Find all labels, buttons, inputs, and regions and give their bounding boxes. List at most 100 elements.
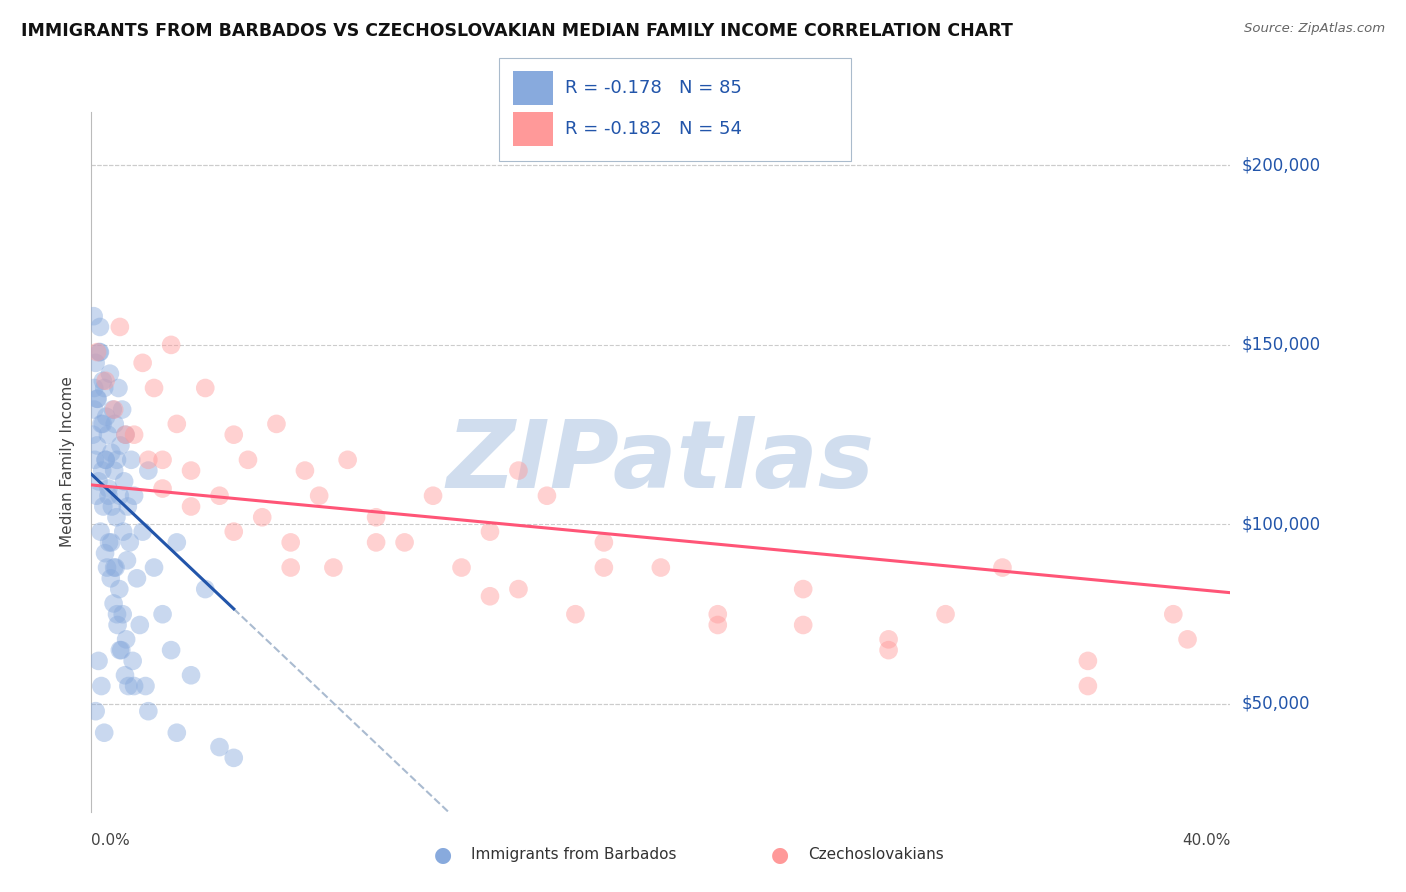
Point [104, 417, 127, 431]
Text: $50,000: $50,000 [1241, 695, 1310, 713]
Point [105, 510, 128, 524]
Point [180, 500, 202, 514]
Point [152, 482, 174, 496]
Text: Czechoslovakians: Czechoslovakians [808, 847, 945, 862]
Text: ●: ● [772, 845, 789, 864]
Point [108, 489, 131, 503]
Point [107, 381, 129, 395]
Point [90, 679, 112, 693]
Point [107, 618, 129, 632]
Point [82, 427, 104, 442]
Point [222, 524, 245, 539]
Point [394, 535, 416, 549]
Point [87, 475, 110, 489]
Point [114, 668, 136, 682]
Point [83, 452, 105, 467]
Point [122, 679, 145, 693]
Point [108, 582, 131, 596]
Point [108, 320, 131, 334]
Point [100, 445, 122, 459]
Point [97, 427, 120, 442]
Point [93, 500, 115, 514]
Point [96, 409, 118, 424]
Point [89, 524, 111, 539]
Point [115, 553, 138, 567]
Point [121, 654, 143, 668]
Point [122, 427, 145, 442]
Point [138, 452, 160, 467]
Y-axis label: Median Family Income: Median Family Income [60, 376, 76, 547]
Point [991, 560, 1014, 574]
Point [93, 725, 115, 739]
Point [450, 560, 472, 574]
Point [100, 535, 122, 549]
Point [650, 560, 672, 574]
Point [115, 632, 138, 647]
Point [94, 546, 117, 560]
Point [934, 607, 956, 622]
Point [89, 320, 111, 334]
Point [98, 535, 121, 549]
Point [110, 643, 132, 657]
Point [208, 489, 231, 503]
Point [103, 560, 125, 574]
Point [508, 464, 530, 478]
Point [97, 482, 120, 496]
Point [83, 309, 105, 323]
Point [593, 560, 616, 574]
Point [100, 571, 122, 585]
Point [134, 679, 156, 693]
Point [83, 381, 105, 395]
Point [160, 338, 183, 352]
Point [294, 464, 316, 478]
Point [125, 571, 148, 585]
Point [152, 452, 174, 467]
Point [792, 582, 814, 596]
Point [222, 751, 245, 765]
Point [422, 489, 444, 503]
Point [86, 345, 108, 359]
Point [103, 597, 125, 611]
Point [1161, 607, 1184, 622]
Point [114, 427, 136, 442]
Point [93, 381, 115, 395]
Point [792, 618, 814, 632]
Point [114, 427, 136, 442]
Point [877, 643, 900, 657]
Point [111, 607, 134, 622]
Point [166, 417, 188, 431]
Point [84, 356, 107, 370]
Point [86, 489, 108, 503]
Point [91, 417, 114, 431]
Point [280, 560, 302, 574]
Point [706, 607, 728, 622]
Point [180, 668, 202, 682]
Point [160, 643, 183, 657]
Point [152, 607, 174, 622]
Point [110, 438, 132, 452]
Text: R = -0.182   N = 54: R = -0.182 N = 54 [565, 120, 742, 138]
Point [1177, 632, 1199, 647]
Point [86, 392, 108, 406]
Point [105, 607, 128, 622]
Point [536, 489, 558, 503]
Point [86, 392, 108, 406]
Point [105, 452, 128, 467]
Point [101, 500, 124, 514]
Point [101, 402, 124, 417]
Point [112, 475, 135, 489]
Point [194, 381, 217, 395]
Point [180, 464, 202, 478]
Point [91, 464, 114, 478]
Text: IMMIGRANTS FROM BARBADOS VS CZECHOSLOVAKIAN MEDIAN FAMILY INCOME CORRELATION CHA: IMMIGRANTS FROM BARBADOS VS CZECHOSLOVAK… [21, 22, 1012, 40]
Point [91, 374, 114, 388]
Point [103, 464, 125, 478]
Point [166, 725, 188, 739]
Point [236, 452, 259, 467]
Point [96, 560, 118, 574]
Point [143, 381, 166, 395]
Point [322, 560, 344, 574]
Point [122, 489, 145, 503]
Point [84, 704, 107, 718]
Point [280, 535, 302, 549]
